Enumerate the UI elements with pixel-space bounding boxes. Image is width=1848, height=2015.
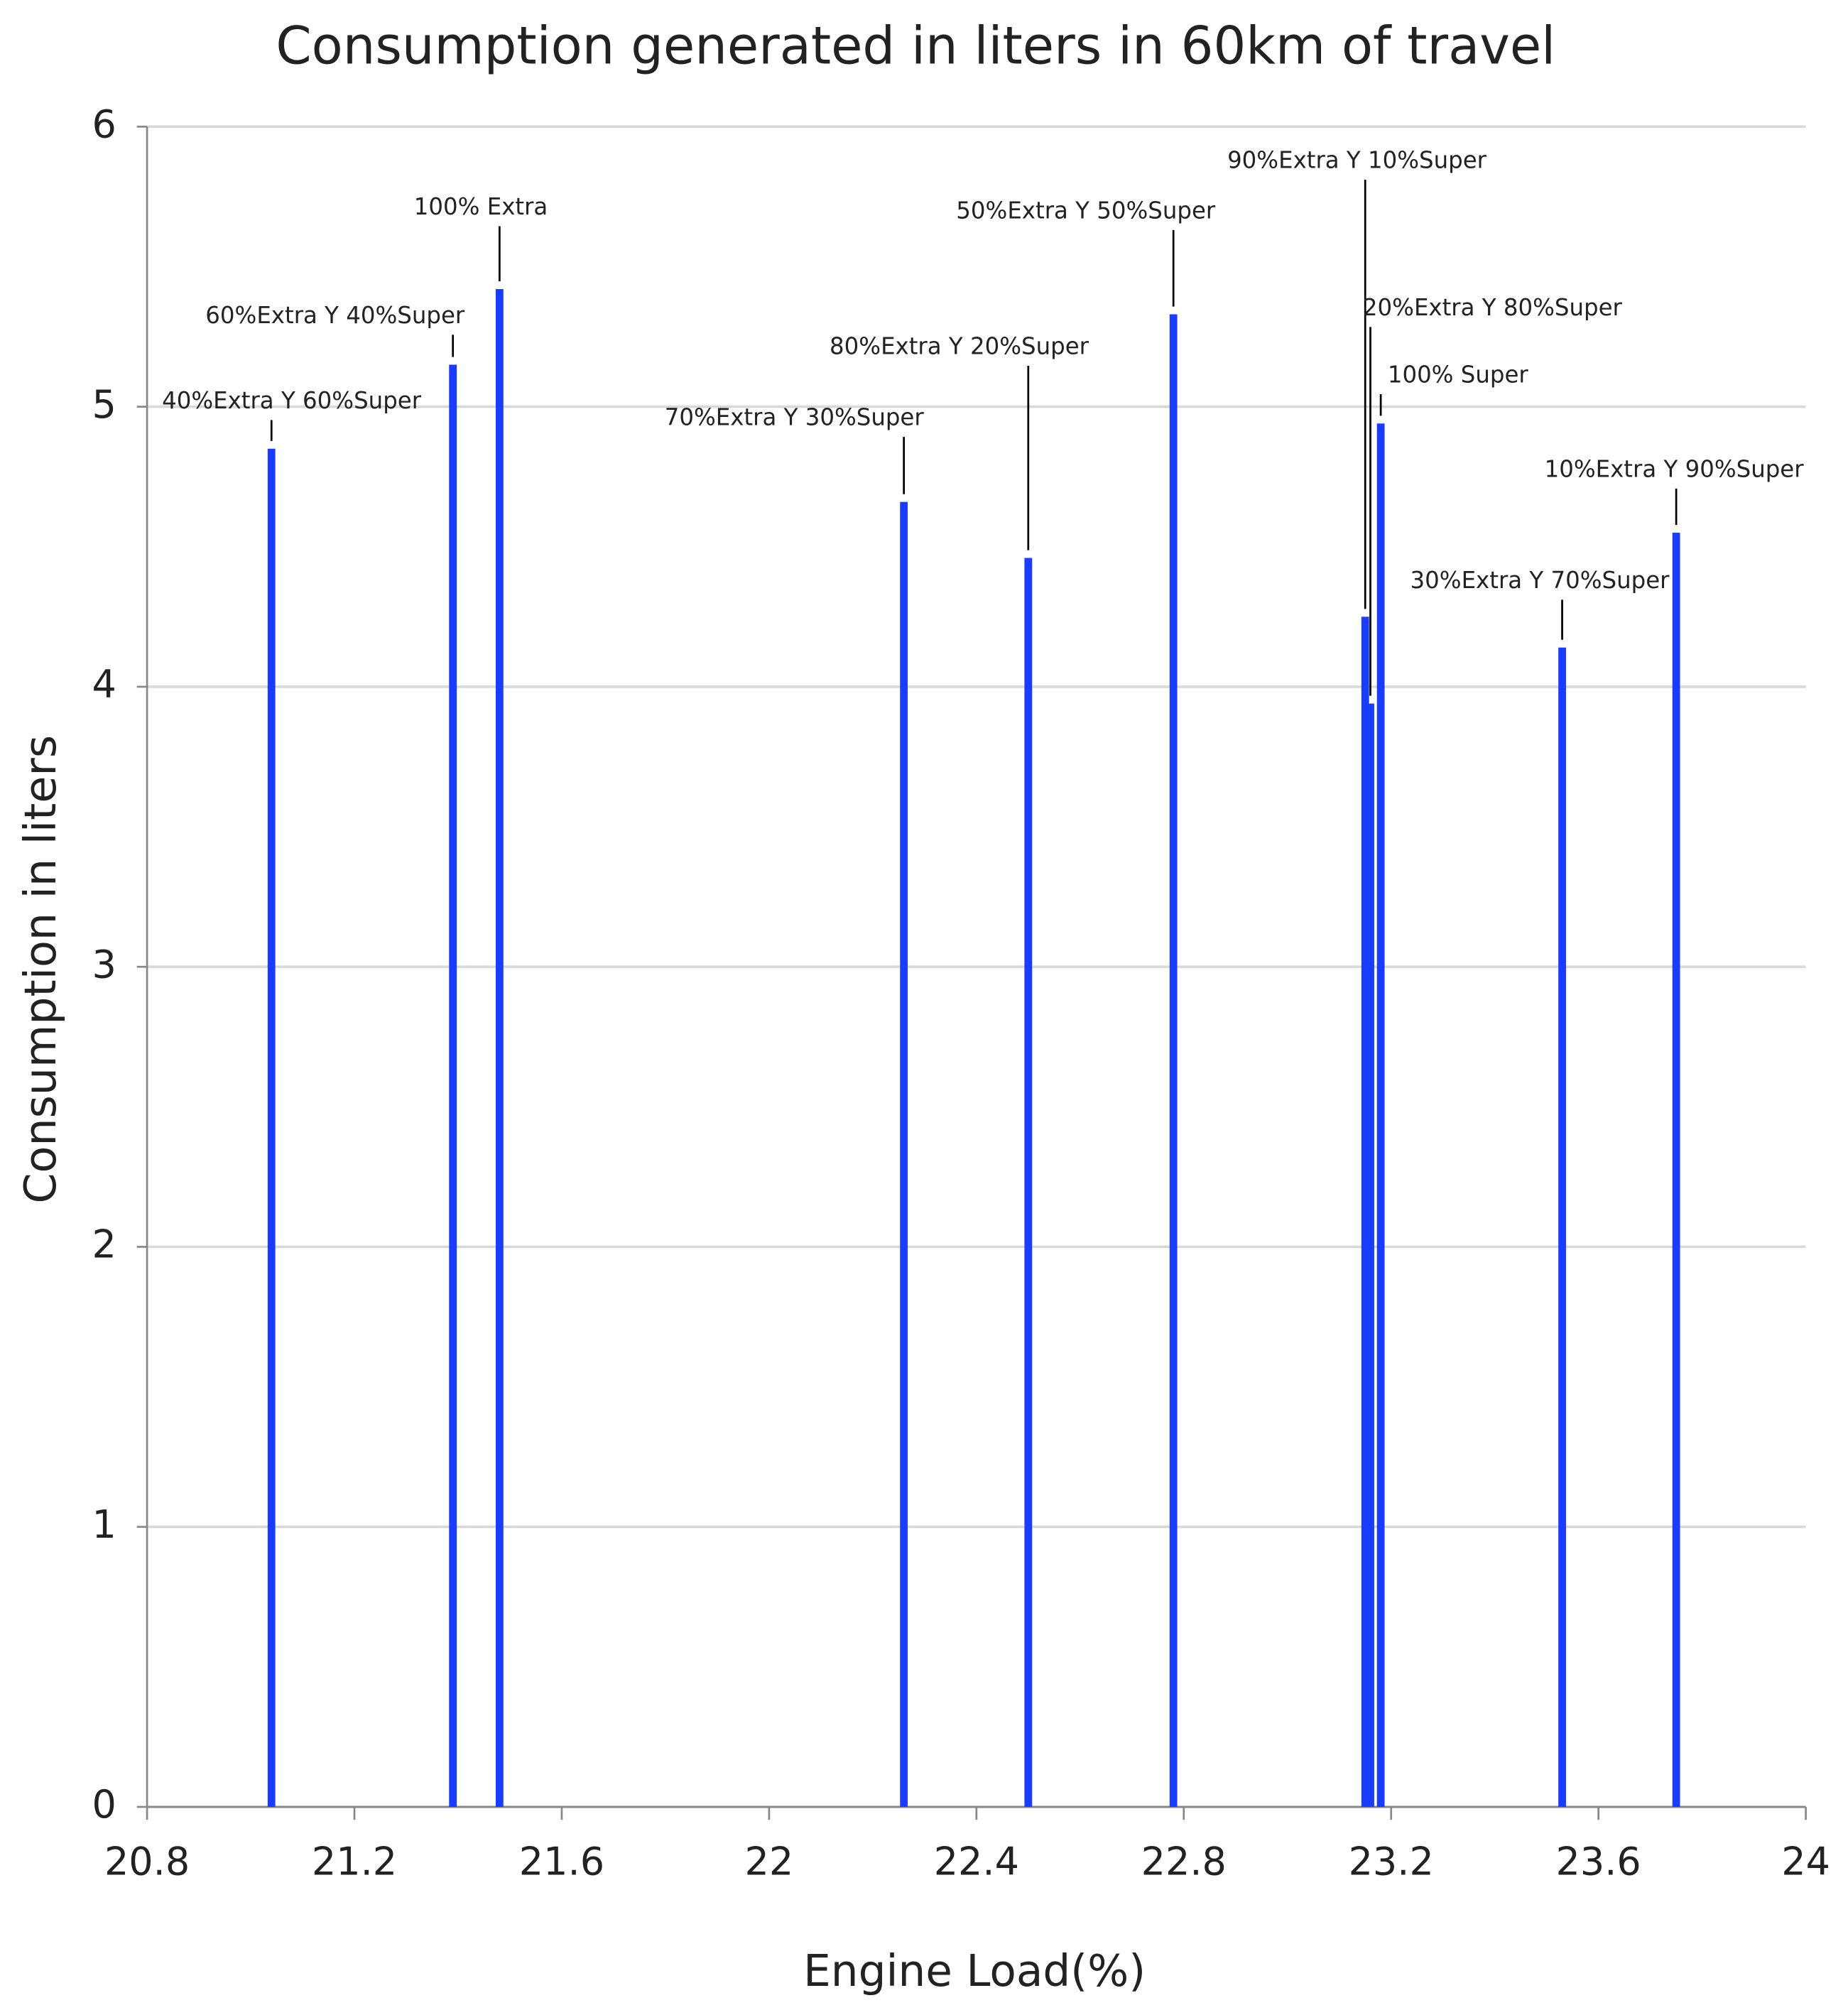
point-label: 30%Extra Y 70%Super	[1411, 567, 1670, 594]
x-tick-label: 20.8	[104, 1839, 190, 1884]
bar	[1672, 533, 1680, 1808]
bar	[1558, 647, 1566, 1808]
point-label: 40%Extra Y 60%Super	[162, 387, 422, 414]
point-label: 70%Extra Y 30%Super	[665, 403, 925, 430]
point-label: 90%Extra Y 10%Super	[1227, 146, 1487, 173]
x-tick-label: 24	[1781, 1839, 1830, 1884]
bar	[1366, 703, 1374, 1808]
point-label: 10%Extra Y 90%Super	[1545, 455, 1805, 482]
bar	[1024, 558, 1033, 1808]
y-tick-label: 1	[92, 1502, 116, 1547]
point-label: 100% Extra	[414, 193, 548, 220]
x-tick-label: 23.2	[1349, 1839, 1434, 1884]
bar	[1376, 423, 1385, 1808]
bar	[267, 448, 276, 1808]
point-label: 60%Extra Y 40%Super	[205, 302, 465, 329]
y-tick-label: 4	[92, 662, 116, 707]
y-tick-label: 0	[92, 1782, 116, 1827]
y-tick-label: 5	[92, 382, 116, 427]
point-label: 50%Extra Y 50%Super	[956, 197, 1216, 224]
point-label: 20%Extra Y 80%Super	[1363, 294, 1623, 321]
x-axis-label: Engine Load(%)	[803, 1945, 1146, 1997]
chart-title: Consumption generated in liters in 60km …	[276, 16, 1555, 76]
bar	[1169, 314, 1178, 1808]
bar	[449, 364, 457, 1808]
bar	[1361, 617, 1369, 1808]
x-tick-label: 21.6	[519, 1839, 604, 1884]
y-axis-label: Consumption in liters	[16, 735, 67, 1204]
x-tick-label: 22.8	[1141, 1839, 1227, 1884]
bar	[495, 289, 504, 1808]
x-tick-label: 23.6	[1556, 1839, 1641, 1884]
x-tick-label: 21.2	[312, 1839, 397, 1884]
y-tick-label: 3	[92, 942, 116, 987]
bar	[900, 501, 908, 1808]
x-tick-label: 22	[745, 1839, 794, 1884]
y-tick-label: 2	[92, 1222, 116, 1266]
x-tick-label: 22.4	[934, 1839, 1019, 1884]
point-label: 100% Super	[1388, 361, 1528, 388]
point-label: 80%Extra Y 20%Super	[830, 332, 1089, 359]
y-tick-label: 6	[92, 102, 116, 146]
